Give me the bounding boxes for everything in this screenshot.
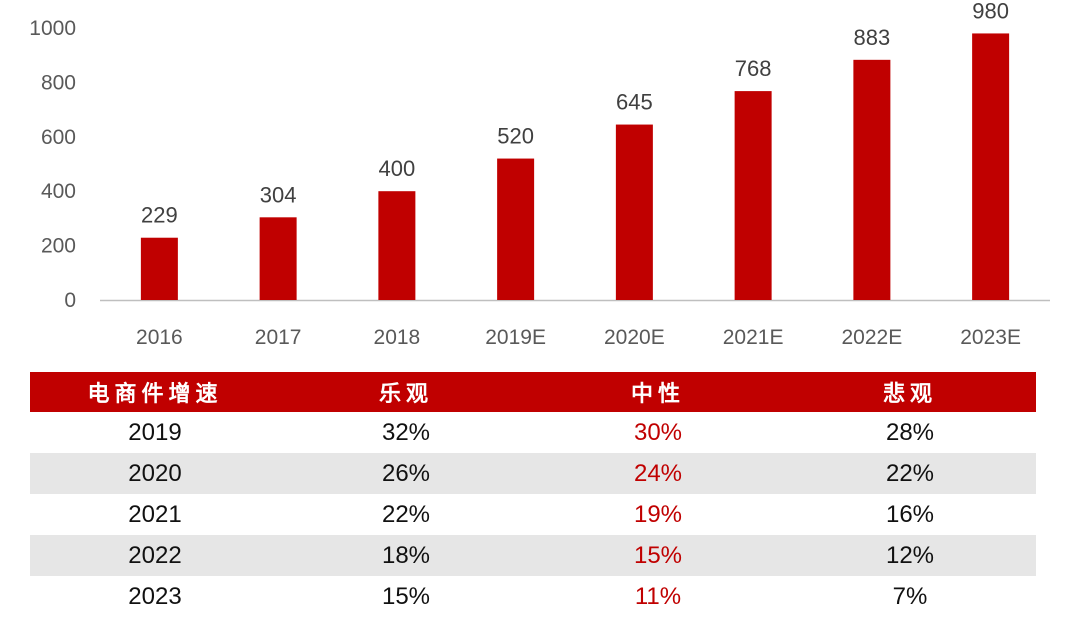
header-neutral: 中性 (532, 372, 784, 412)
optimistic-cell: 32% (381, 418, 431, 446)
bar (140, 237, 178, 300)
year-cell: 2019 (128, 418, 182, 446)
optimistic-cell: 22% (381, 500, 431, 528)
optimistic-cell: 15% (381, 582, 431, 610)
bar-chart: 0 200 400 600 800 1000 229 2016 304 2017 400 2018 52… (29, 0, 1050, 349)
table-row: 2022 18% 15% 12% (30, 535, 1036, 576)
pessimistic-cell: 22% (784, 453, 1036, 494)
data-label: 980 (972, 0, 1009, 23)
header-growth-rate: 电商件增速 (30, 372, 280, 412)
bar (853, 59, 891, 300)
x-tick-label: 2016 (136, 326, 183, 349)
year-cell: 2022 (30, 535, 280, 576)
table-row: 2020 26% 24% 22% (30, 453, 1036, 494)
neutral-cell: 19% (633, 500, 683, 528)
growth-rate-table: 电商件增速 乐观 中性 悲观 2019 32% 30% 28% 2020 26%… (30, 372, 1036, 617)
optimistic-cell: 26% (280, 453, 532, 494)
pessimistic-cell: 12% (784, 535, 1036, 576)
bar (734, 91, 772, 300)
neutral-cell: 15% (532, 535, 784, 576)
bar (497, 158, 535, 300)
x-tick-label: 2019E (485, 326, 546, 349)
year-cell: 2021 (128, 500, 182, 528)
data-label: 304 (260, 182, 297, 207)
x-tick-label: 2020E (604, 326, 665, 349)
table-row: 2023 15% 11% 7% (30, 576, 1036, 617)
pessimistic-cell: 16% (885, 500, 935, 528)
table-row: 2021 22% 19% 16% (30, 494, 1036, 535)
bar (972, 33, 1010, 300)
pessimistic-cell: 28% (885, 418, 935, 446)
year-cell: 2020 (30, 453, 280, 494)
y-tick-label: 1000 (29, 17, 76, 40)
y-tick-label: 800 (41, 71, 76, 94)
x-tick-label: 2022E (842, 326, 903, 349)
y-tick-label: 200 (41, 235, 76, 258)
y-tick-label: 600 (41, 126, 76, 149)
x-tick-label: 2021E (723, 326, 784, 349)
x-tick-label: 2017 (255, 326, 302, 349)
y-tick-label: 400 (41, 180, 76, 203)
neutral-cell: 24% (532, 453, 784, 494)
x-tick-label: 2018 (374, 326, 421, 349)
table-row: 2019 32% 30% 28% (30, 412, 1036, 453)
bar (259, 217, 297, 300)
year-cell: 2023 (128, 582, 182, 610)
neutral-cell: 11% (634, 582, 682, 610)
table-header-row: 电商件增速 乐观 中性 悲观 (30, 372, 1036, 412)
header-pessimistic: 悲观 (784, 372, 1036, 412)
y-tick-label: 0 (64, 289, 76, 312)
x-tick-label: 2023E (960, 326, 1021, 349)
chart-svg: 0 200 400 600 800 1000 229 2016 304 2017 400 2018 52… (29, 0, 1050, 349)
data-label: 229 (141, 203, 178, 228)
header-optimistic: 乐观 (280, 372, 532, 412)
data-label: 400 (379, 156, 416, 181)
bar (378, 191, 416, 300)
data-label: 520 (497, 124, 534, 149)
pessimistic-cell: 7% (892, 582, 928, 610)
data-label: 645 (616, 90, 653, 115)
data-label: 883 (854, 25, 891, 50)
neutral-cell: 30% (633, 418, 683, 446)
optimistic-cell: 18% (280, 535, 532, 576)
data-label: 768 (735, 56, 772, 81)
bar (615, 124, 653, 300)
